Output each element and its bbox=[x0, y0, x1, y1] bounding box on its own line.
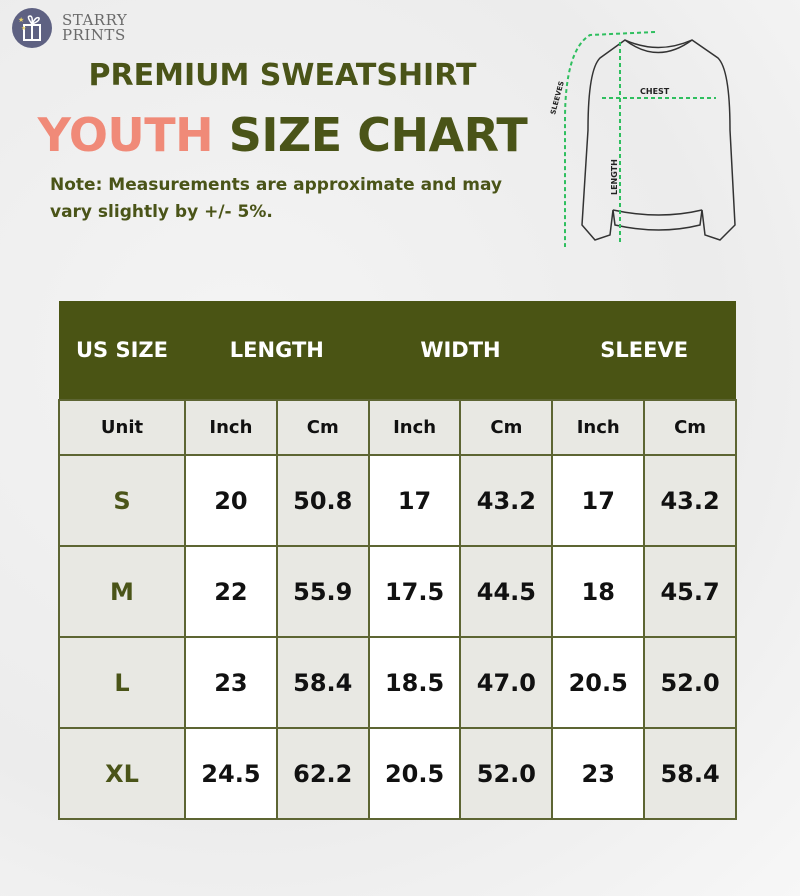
table-row: M 22 55.9 17.5 44.5 18 45.7 bbox=[58, 545, 737, 638]
value-cell: 22 bbox=[184, 545, 278, 638]
size-cell: L bbox=[58, 636, 186, 729]
unit-cell: Unit bbox=[58, 399, 186, 456]
value-cell: 52.0 bbox=[643, 636, 737, 729]
value-cell: 47.0 bbox=[459, 636, 554, 729]
header-sleeve: SLEEVE bbox=[552, 301, 736, 400]
value-cell: 50.8 bbox=[275, 454, 370, 547]
table-row: XL 24.5 62.2 20.5 52.0 23 58.4 bbox=[58, 727, 737, 820]
size-cell: M bbox=[58, 545, 186, 638]
gift-box-stars-icon: ★ ★ bbox=[12, 8, 52, 48]
value-cell: 45.7 bbox=[643, 545, 737, 638]
value-cell: 17 bbox=[551, 454, 646, 547]
value-cell: 23 bbox=[551, 727, 646, 820]
value-cell: 52.0 bbox=[459, 727, 554, 820]
value-cell: 17.5 bbox=[367, 545, 462, 638]
value-cell: 43.2 bbox=[459, 454, 554, 547]
table-row: L 23 58.4 18.5 47.0 20.5 52.0 bbox=[58, 636, 737, 729]
unit-cell: Inch bbox=[367, 399, 462, 456]
unit-cell: Cm bbox=[643, 399, 737, 456]
sweatshirt-diagram: CHEST LENGTH SLEEVES bbox=[549, 31, 736, 247]
value-cell: 18 bbox=[551, 545, 646, 638]
value-cell: 23 bbox=[184, 636, 278, 729]
unit-cell: Cm bbox=[459, 399, 554, 456]
header-width: WIDTH bbox=[368, 301, 553, 400]
value-cell: 20 bbox=[184, 454, 278, 547]
value-cell: 62.2 bbox=[275, 727, 370, 820]
title-highlight: YOUTH bbox=[37, 108, 214, 162]
value-cell: 17 bbox=[367, 454, 462, 547]
header-length: LENGTH bbox=[185, 301, 369, 400]
title-rest: SIZE CHART bbox=[228, 108, 528, 162]
table-row: S 20 50.8 17 43.2 17 43.2 bbox=[58, 454, 737, 547]
unit-row: Unit Inch Cm Inch Cm Inch Cm bbox=[58, 399, 737, 456]
table-header-row: US SIZE LENGTH WIDTH SLEEVE bbox=[59, 301, 736, 400]
brand-name-line2: PRINTS bbox=[62, 26, 126, 44]
brand-name-line1: STARRY bbox=[62, 11, 128, 29]
size-cell: XL bbox=[58, 727, 186, 820]
value-cell: 20.5 bbox=[367, 727, 462, 820]
unit-cell: Inch bbox=[551, 399, 646, 456]
value-cell: 58.4 bbox=[643, 727, 737, 820]
brand-logo: ★ ★ STARRY PRINTS bbox=[12, 8, 127, 48]
sleeves-label: SLEEVES bbox=[549, 80, 566, 115]
svg-text:★: ★ bbox=[21, 25, 26, 32]
header-us-size: US SIZE bbox=[59, 301, 185, 400]
size-table: US SIZE LENGTH WIDTH SLEEVE Unit Inch Cm… bbox=[58, 301, 737, 820]
measurement-note: Note: Measurements are approximate and m… bbox=[50, 175, 502, 222]
size-cell: S bbox=[58, 454, 186, 547]
title-line2: YOUTH SIZE CHART bbox=[0, 108, 565, 162]
unit-cell: Inch bbox=[184, 399, 278, 456]
value-cell: 58.4 bbox=[275, 636, 370, 729]
value-cell: 18.5 bbox=[367, 636, 462, 729]
unit-cell: Cm bbox=[275, 399, 370, 456]
chest-label: CHEST bbox=[640, 87, 670, 96]
value-cell: 24.5 bbox=[184, 727, 278, 820]
value-cell: 55.9 bbox=[275, 545, 370, 638]
length-label: LENGTH bbox=[610, 159, 619, 195]
svg-text:★: ★ bbox=[18, 16, 24, 24]
title-line1: PREMIUM SWEATSHIRT bbox=[88, 58, 477, 93]
value-cell: 44.5 bbox=[459, 545, 554, 638]
value-cell: 43.2 bbox=[643, 454, 737, 547]
value-cell: 20.5 bbox=[551, 636, 646, 729]
